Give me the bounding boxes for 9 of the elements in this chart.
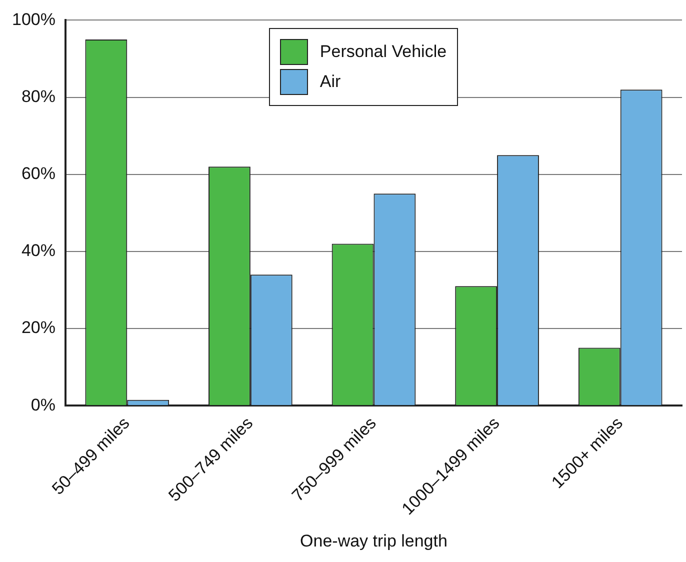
y-tick-label: 80% — [21, 86, 56, 106]
legend-label: Air — [320, 72, 341, 92]
y-tick-label: 100% — [12, 10, 56, 29]
y-tick-label: 20% — [21, 318, 56, 338]
x-axis-title: One-way trip length — [300, 531, 448, 550]
legend-label: Personal Vehicle — [320, 42, 447, 62]
y-tick-label: 60% — [21, 164, 56, 184]
y-tick-label: 0% — [30, 395, 56, 414]
y-tick-label: 40% — [21, 241, 56, 260]
